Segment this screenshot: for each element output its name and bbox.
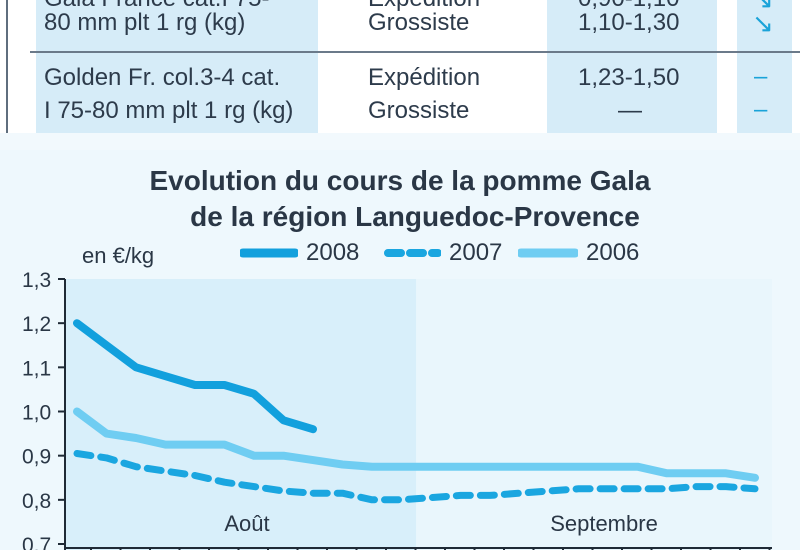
series-line-2006	[73, 407, 759, 482]
y-tick-label: 0,8	[22, 490, 51, 513]
row2-trend-flat-icon-1: –	[754, 63, 768, 90]
price-column	[547, 0, 717, 133]
chart-title-line1: Evolution du cours de la pomme Gala	[149, 165, 651, 196]
period-label-0: Août	[224, 511, 269, 536]
legend-2006-label: 2006	[586, 239, 640, 266]
legend-2008: 2008	[240, 238, 359, 268]
row2-stage-line1: Expédition	[368, 64, 481, 91]
period-band-1	[416, 279, 772, 550]
chart-title-line2: de la région Languedoc-Provence	[190, 201, 640, 232]
row2-stage-line2: Grossiste	[368, 97, 470, 124]
row2-price-line1: 1,23-1,50	[578, 64, 680, 91]
row1-trend-down-icon-2: ↘	[752, 8, 774, 38]
period-label-1: Septembre	[550, 511, 658, 536]
row1-price-line1: 0,90-1,10	[578, 0, 679, 14]
trend-column	[737, 0, 792, 133]
y-tick-label: 1,3	[22, 269, 51, 292]
row1-product-line1: Gala France cat.I 75-	[44, 0, 269, 14]
y-tick-label: 0,7	[22, 534, 51, 550]
legend-2008-swatch	[240, 248, 298, 258]
line-chart: 0,7 0,8 0,9 1,0 1,1 1,2 1,3 Août Septembre	[22, 269, 772, 550]
product-column	[36, 0, 318, 133]
table-left-rule	[6, 0, 8, 133]
row2-trend-flat-icon-2: –	[754, 96, 768, 123]
row2-product-line2: I 75-80 mm plt 1 rg (kg)	[44, 97, 294, 124]
y-tick-label: 1,2	[22, 313, 51, 336]
legend-2008-label: 2008	[306, 239, 360, 266]
row1-price-line2: 1,10-1,30	[578, 9, 680, 36]
row-separator	[30, 51, 800, 53]
row2-product-line1: Golden Fr. col.3-4 cat.	[44, 64, 281, 91]
row1-product-line2: 80 mm plt 1 rg (kg)	[44, 9, 246, 36]
y-axis-unit-label: en €/kg	[82, 243, 155, 268]
y-tick-label: 0,9	[22, 446, 51, 469]
row2-price-line2: —	[618, 97, 642, 124]
legend-2007: 2007	[383, 238, 502, 268]
legend-2007-swatch	[384, 249, 441, 257]
legend-2006: 2006	[518, 238, 639, 268]
period-band-0	[65, 279, 417, 550]
chart-panel: Evolution du cours de la pomme Gala de l…	[0, 150, 800, 550]
row1-stage-line2: Grossiste	[368, 9, 470, 36]
series-line-2007	[73, 450, 759, 504]
row1-stage-line1: Expédition	[368, 0, 480, 14]
series-line-2008	[73, 319, 317, 434]
y-tick-label: 1,0	[22, 402, 51, 425]
y-tick-label: 1,1	[22, 357, 51, 380]
price-table: Gala France cat.I 75- 80 mm plt 1 rg (kg…	[0, 0, 800, 133]
legend-2007-label: 2007	[449, 239, 503, 266]
row1-trend-down-icon-1: ↘	[752, 0, 774, 15]
legend-2006-swatch	[518, 248, 578, 258]
